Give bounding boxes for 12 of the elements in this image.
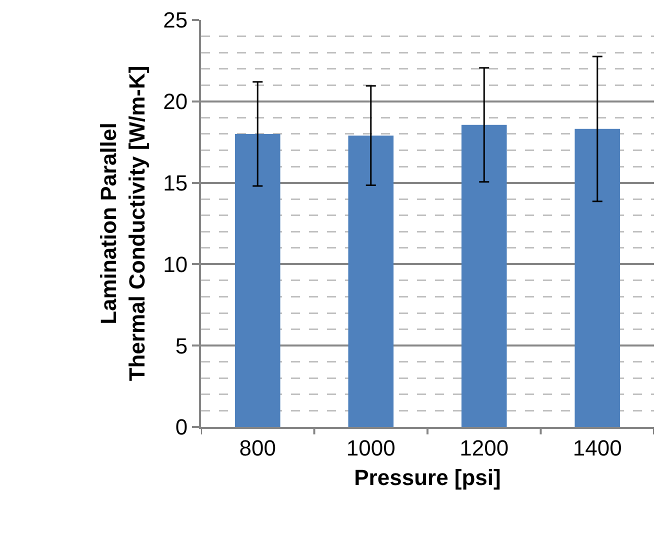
x-tick-label: 800 — [239, 435, 276, 460]
x-tick-label: 1400 — [572, 435, 622, 460]
x-tick-label: 1200 — [460, 435, 509, 460]
x-axis-title: Pressure [psi] — [354, 464, 501, 490]
y-tick-label: 15 — [163, 170, 188, 196]
x-tick-label: 1000 — [346, 435, 396, 460]
y-tick-label: 20 — [163, 89, 188, 114]
y-tick-label: 0 — [175, 414, 188, 440]
y-tick-label: 25 — [163, 8, 188, 33]
y-tick-label: 10 — [163, 252, 188, 277]
y-tick-label: 5 — [175, 333, 188, 358]
y-axis-title: Lamination Parallel Thermal Conductivity [W/m-K] — [96, 66, 150, 382]
